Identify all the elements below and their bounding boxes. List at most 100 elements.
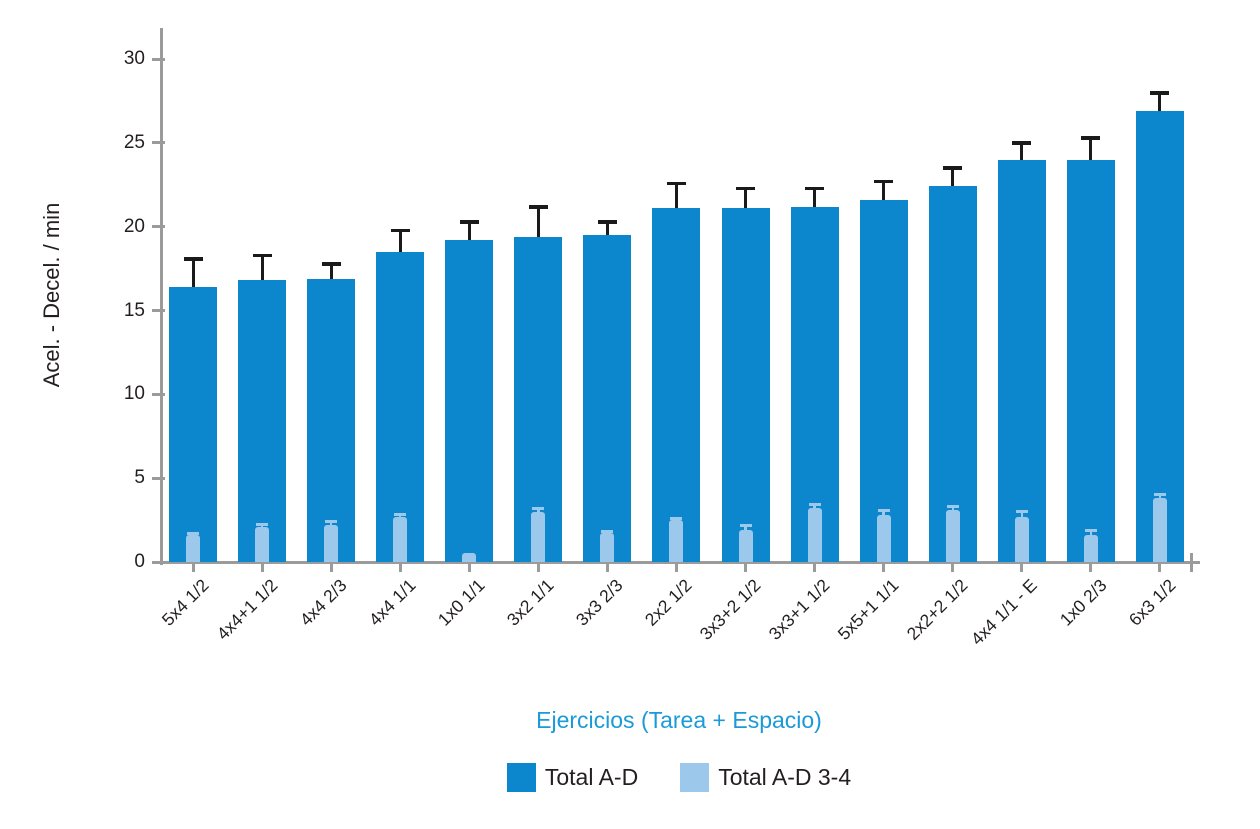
error-cap-dark bbox=[183, 257, 203, 261]
legend: Total A-D Total A-D 3-4 bbox=[161, 763, 1197, 792]
error-cap-dark bbox=[528, 205, 548, 209]
bar-total-ad-34 bbox=[531, 511, 546, 562]
bar-total-ad bbox=[307, 278, 356, 562]
error-whisker-dark bbox=[1020, 142, 1024, 160]
x-tick-label: 5x4 1/2 bbox=[157, 575, 213, 630]
error-whisker-dark bbox=[744, 188, 748, 209]
error-whisker-light bbox=[1020, 511, 1024, 517]
error-cap-dark bbox=[252, 253, 272, 258]
error-whisker-dark bbox=[398, 230, 402, 252]
x-tick bbox=[467, 553, 471, 572]
error-cap-dark bbox=[736, 186, 756, 191]
bar-total-ad bbox=[997, 159, 1046, 562]
error-whisker-dark bbox=[882, 181, 886, 200]
error-whisker-light bbox=[744, 525, 747, 531]
x-tick-label: 2x2+2 1/2 bbox=[903, 575, 972, 644]
y-tick-label: 30 bbox=[123, 48, 145, 69]
error-whisker-dark bbox=[605, 221, 609, 236]
error-whisker-dark bbox=[813, 188, 817, 207]
bar-total-ad bbox=[652, 208, 701, 562]
error-whisker-light bbox=[537, 508, 540, 512]
bar-total-ad-34 bbox=[255, 526, 270, 562]
bar-total-ad-34 bbox=[807, 508, 822, 562]
bar-total-ad bbox=[721, 208, 770, 562]
bar-total-ad-34 bbox=[1014, 516, 1029, 562]
error-cap-light bbox=[1084, 528, 1097, 532]
legend-label-total-ad: Total A-D bbox=[544, 764, 639, 790]
error-whisker-dark bbox=[191, 258, 195, 288]
error-cap-dark bbox=[805, 186, 825, 191]
y-tick bbox=[152, 225, 165, 229]
legend-swatch-total-ad-34 bbox=[680, 763, 710, 792]
bar-total-ad-34 bbox=[393, 516, 408, 562]
bar-total-ad-34 bbox=[462, 552, 477, 562]
error-whisker-dark bbox=[1089, 137, 1093, 160]
error-cap-dark bbox=[597, 220, 617, 224]
error-whisker-dark bbox=[951, 167, 955, 187]
x-tick bbox=[813, 553, 817, 572]
error-cap-light bbox=[187, 531, 199, 535]
x-tick-label: 4x4 1/1 bbox=[364, 575, 420, 630]
error-whisker-dark bbox=[260, 255, 264, 281]
bar-total-ad-34 bbox=[1152, 498, 1167, 562]
x-tick-label: 5x5+1 1/1 bbox=[834, 575, 903, 644]
error-cap-dark bbox=[1081, 136, 1101, 140]
x-axis-title: Ejercicios (Tarea + Espacio) bbox=[536, 707, 822, 733]
bar-total-ad bbox=[1066, 159, 1115, 562]
y-tick-label: 25 bbox=[123, 131, 145, 153]
error-cap-light bbox=[1153, 493, 1166, 497]
error-cap-dark bbox=[321, 262, 341, 266]
error-whisker-light bbox=[1158, 494, 1162, 499]
x-tick bbox=[398, 553, 402, 572]
error-cap-light bbox=[946, 505, 959, 509]
x-tick-label: 4x4 1/1 - E bbox=[966, 575, 1041, 649]
x-tick bbox=[951, 553, 955, 572]
x-tick-label: 1x0 2/3 bbox=[1055, 575, 1111, 630]
error-cap-light bbox=[325, 520, 338, 524]
y-tick bbox=[152, 560, 165, 564]
bar-total-ad bbox=[928, 186, 977, 562]
error-cap-light bbox=[739, 524, 752, 528]
x-tick bbox=[605, 553, 609, 572]
error-cap-light bbox=[256, 522, 269, 526]
x-tick bbox=[536, 553, 540, 572]
error-whisker-light bbox=[951, 506, 955, 510]
bar-total-ad-34 bbox=[738, 530, 753, 562]
bar-total-ad-34 bbox=[186, 535, 200, 562]
legend-swatch-total-ad bbox=[506, 763, 536, 792]
error-whisker-light bbox=[882, 510, 885, 516]
x-tick-label: 2x2 1/2 bbox=[640, 575, 696, 630]
bar-total-ad-34 bbox=[600, 533, 615, 562]
y-tick bbox=[152, 57, 165, 61]
x-tick-label: 4x4+1 1/2 bbox=[212, 575, 282, 644]
error-cap-dark bbox=[874, 179, 894, 184]
x-tick bbox=[1158, 553, 1162, 572]
error-cap-light bbox=[394, 512, 407, 516]
y-tick-label: 0 bbox=[134, 551, 145, 572]
error-cap-light bbox=[532, 506, 545, 510]
x-tick bbox=[260, 553, 264, 572]
error-cap-dark bbox=[666, 181, 686, 186]
error-whisker-dark bbox=[536, 206, 540, 237]
bar-total-ad bbox=[859, 199, 908, 562]
legend-item-total-ad: Total A-D bbox=[506, 763, 639, 792]
error-cap-light bbox=[670, 516, 683, 520]
x-tick-label: 3x3+2 1/2 bbox=[695, 575, 765, 644]
y-tick-label: 20 bbox=[123, 215, 145, 237]
bar-total-ad bbox=[376, 251, 425, 562]
x-tick-label: 1x0 1/1 bbox=[433, 575, 489, 630]
x-tick bbox=[191, 553, 195, 572]
error-cap-dark bbox=[943, 166, 963, 170]
x-tick-label: 3x3 2/3 bbox=[571, 575, 627, 630]
error-cap-dark bbox=[390, 228, 410, 233]
bar-total-ad-34 bbox=[1083, 535, 1098, 562]
bar-total-ad bbox=[583, 235, 632, 562]
error-whisker-dark bbox=[674, 183, 678, 209]
error-cap-light bbox=[808, 503, 821, 507]
x-tick-label: 6x3 1/2 bbox=[1124, 575, 1180, 630]
x-tick-label: 3x2 1/1 bbox=[502, 575, 558, 630]
y-tick-label: 10 bbox=[123, 383, 145, 405]
bar-total-ad-34 bbox=[324, 525, 339, 562]
x-tick-end bbox=[1190, 553, 1193, 572]
error-cap-dark bbox=[459, 220, 479, 224]
